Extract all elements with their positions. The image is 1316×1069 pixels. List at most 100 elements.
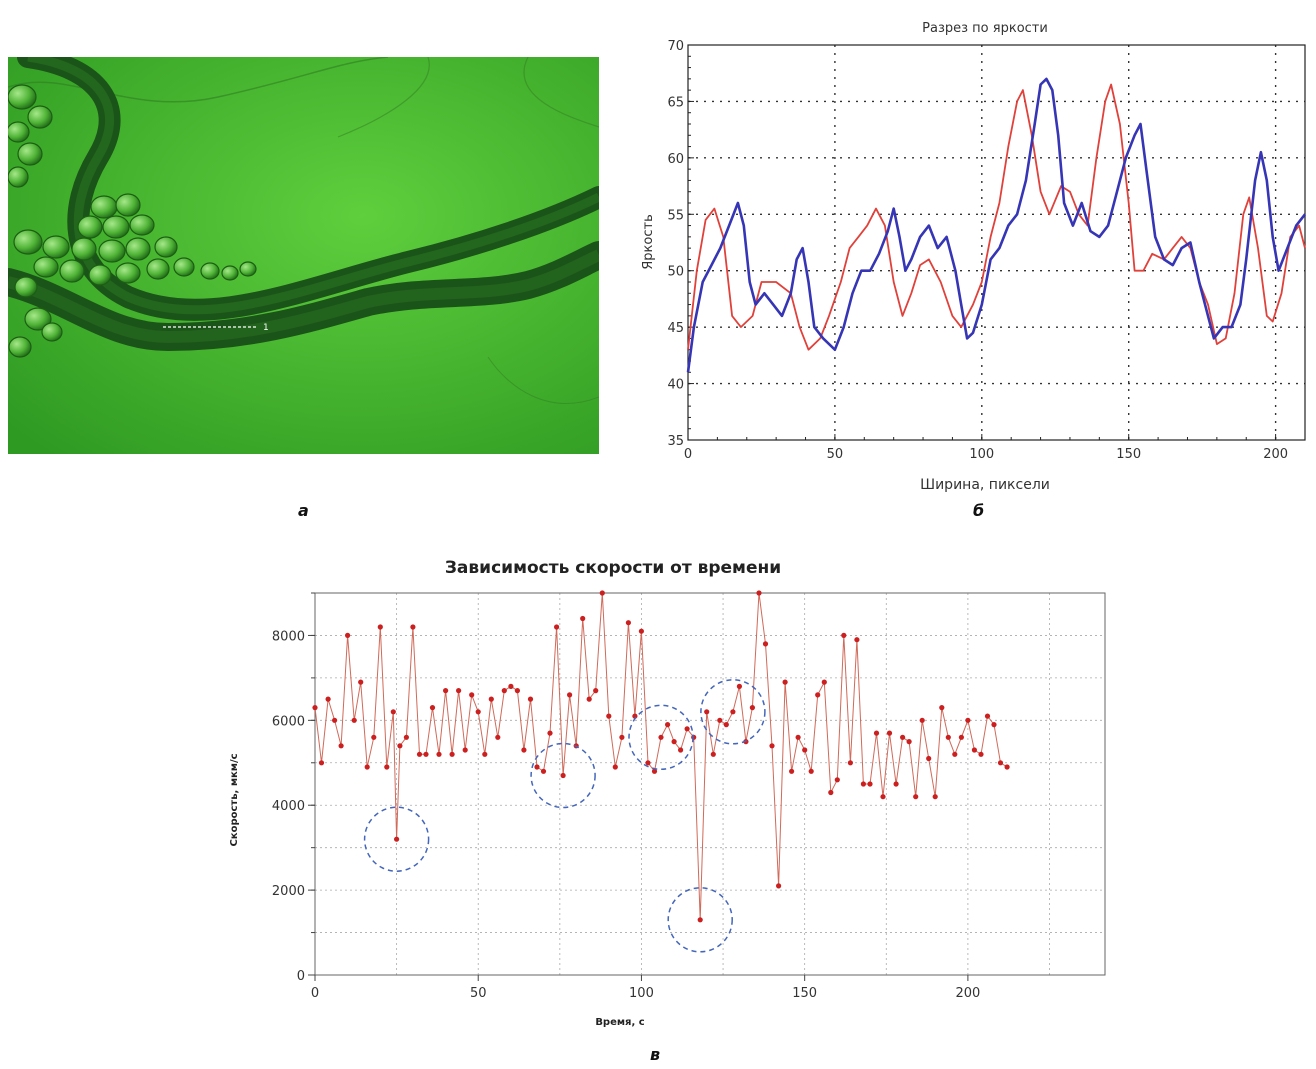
chart2-xtick-label: 100 [629, 986, 654, 1001]
chart2-data-point [782, 679, 788, 685]
chart2-data-point [802, 747, 808, 753]
marker-label: 1 [263, 323, 269, 333]
chart2-y-ticks: 0 2000 4000 6000 8000 [272, 592, 315, 984]
chart2-data-point [939, 705, 945, 711]
chart1-series-line-2 [686, 77, 1307, 373]
chart2-data-point [1004, 764, 1010, 770]
chart2-data-point [554, 624, 560, 630]
chart2-data-point [462, 747, 468, 753]
chart2-data-point [488, 696, 494, 702]
chart2-data-point [926, 755, 932, 762]
chart2-ylabel: Скорость, мкм/с [229, 753, 240, 846]
chart2-data-point [658, 734, 664, 740]
chart2-grid [315, 592, 1105, 976]
cells [8, 84, 257, 358]
chart2-data-point [971, 747, 978, 753]
chart2-data-point [906, 739, 912, 745]
chart2-data-point [599, 590, 605, 596]
chart1-xtick-label: 200 [1263, 447, 1288, 462]
chart1-xtick-label: 150 [1116, 447, 1141, 462]
chart1-xlabel: Ширина, пиксели [920, 477, 1050, 493]
chart1-series-line-1 [687, 83, 1306, 351]
chart2-data-point [332, 717, 338, 723]
chart2-data-point [612, 764, 618, 770]
chart2-data-point [945, 734, 951, 740]
chart2-data-point [469, 692, 475, 698]
chart2-data-point [893, 781, 899, 787]
chart2-data-point [789, 768, 795, 774]
chart2-data-point [723, 722, 729, 728]
chart2-x-ticks: 0 50 100 150 200 [311, 975, 980, 1001]
chart2-xtick-label: 0 [311, 986, 319, 1001]
chart2-data-point [867, 781, 873, 787]
panel-label-b: б [973, 501, 985, 520]
chart2-data-point [665, 722, 671, 728]
chart2-data-point [416, 751, 423, 757]
chart2-title: Зависимость скорости от времени [445, 558, 781, 578]
chart2-data-point [919, 717, 925, 723]
chart2-data-point [423, 751, 429, 757]
chart1-frame [687, 44, 1306, 441]
chart2-data-point [913, 794, 919, 800]
chart2-data-point [514, 688, 520, 694]
chart1-y-ticks: 35 40 45 50 55 60 65 70 [667, 39, 694, 449]
chart2-data-point [449, 751, 455, 757]
chart2-data-point [736, 683, 743, 689]
chart2-xtick-label: 50 [470, 986, 487, 1001]
chart2-data-point [900, 734, 906, 740]
chart1-ytick-label: 40 [667, 378, 684, 393]
chart2-data-point [384, 764, 390, 770]
chart1-ytick-label: 45 [667, 321, 684, 336]
chart2-data-point [795, 734, 801, 740]
chart2-xtick-label: 200 [955, 986, 980, 1001]
chart2-data-point [358, 679, 364, 685]
chart2-data-point [965, 717, 971, 723]
chart2-data-point [860, 781, 867, 787]
chart1-ylabel: Яркость [641, 214, 656, 269]
chart2-data-point [847, 760, 854, 766]
chart2-data-point [978, 751, 984, 757]
chart2-data-point [482, 751, 488, 757]
chart2-data-point [580, 615, 586, 622]
chart2-data-point [841, 632, 847, 638]
chart2-data-point [671, 739, 677, 745]
chart2-data-point [475, 709, 481, 715]
chart1-ytick-label: 50 [667, 265, 684, 280]
chart2-data-point [593, 688, 599, 694]
chart1-title: Разрез по яркости [922, 21, 1048, 36]
chart2-ytick-label: 0 [297, 969, 305, 984]
chart2-data-point [364, 764, 370, 770]
chart1-ytick-label: 70 [667, 39, 684, 54]
chart2-data-point [390, 709, 396, 715]
chart2-data-point [394, 836, 400, 842]
chart2-xtick-label: 150 [792, 986, 817, 1001]
chart2-data-point [534, 764, 540, 770]
chart2-frame [314, 592, 1106, 976]
chart2-highlight-circle [628, 704, 694, 771]
chart2-data-point [952, 751, 958, 757]
chart2-data-point [815, 692, 821, 698]
chart1-xtick-label: 0 [684, 447, 692, 462]
chart2-data-point [756, 590, 762, 596]
chart2-data-point [880, 794, 886, 800]
chart2-series [312, 590, 1010, 923]
chart2-data-point [776, 883, 782, 889]
chart2-data-point [958, 734, 965, 740]
chart1-x-ticks: 0 50 100 150 200 [684, 434, 1306, 462]
chart2-data-point [560, 772, 566, 779]
chart1-xtick-label: 100 [969, 447, 994, 462]
chart2-data-point [710, 751, 716, 757]
chart2-data-point [821, 679, 827, 685]
chart2-data-point [351, 717, 357, 723]
chart1-ytick-label: 60 [667, 152, 684, 167]
chart2-data-point [495, 734, 501, 740]
chart2-data-point [436, 751, 442, 757]
chart2-data-point [769, 743, 775, 749]
chart2-data-point [873, 730, 880, 736]
chart2-highlight-circle [700, 679, 766, 745]
chart2-data-point [501, 688, 507, 694]
chart2-data-point [932, 794, 938, 800]
chart2-data-point [318, 760, 325, 766]
microscope-photo: 1 [8, 57, 599, 454]
chart2-data-point [540, 768, 547, 774]
